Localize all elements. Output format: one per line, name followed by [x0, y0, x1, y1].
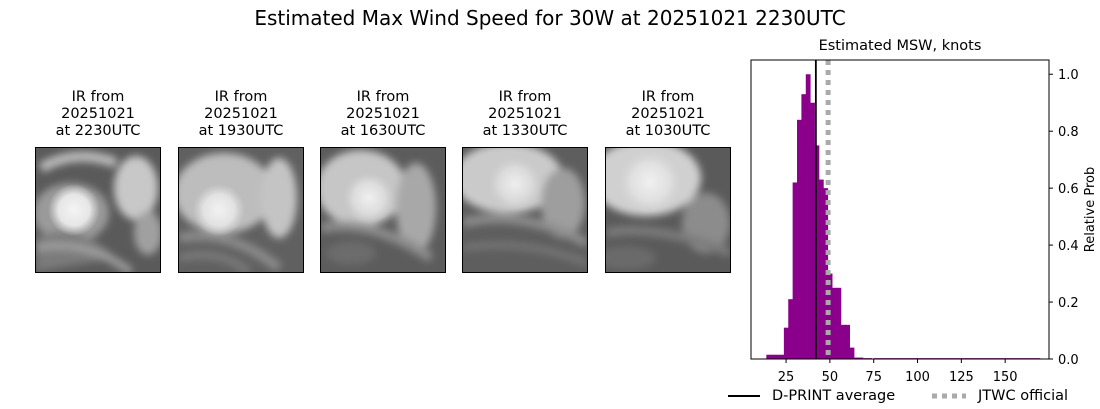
- histogram-bar: [845, 324, 851, 359]
- x-axis-ticks: 25 50 75 100 125 150: [778, 359, 1018, 385]
- legend-swatch-solid: [728, 395, 760, 397]
- legend-swatch-dotted: [932, 393, 966, 399]
- ir-panel-2: IR from 20251021 at 1930UTC: [178, 89, 304, 273]
- x-tick-label: 25: [778, 370, 795, 385]
- ir-title-date: 20251021: [631, 106, 705, 122]
- ir-title-date: 20251021: [61, 106, 135, 122]
- ir-title-time: at 1930UTC: [198, 123, 284, 139]
- ir-title-line: IR from: [356, 89, 410, 105]
- histogram-bar: [775, 354, 780, 359]
- chart-title: Estimated MSW, knots: [819, 38, 982, 54]
- ir-satellite-image: [35, 147, 161, 273]
- y-tick-label: 0.8: [1058, 125, 1079, 140]
- y-tick-label: 0.0: [1058, 353, 1079, 368]
- histogram-bar: [766, 354, 772, 359]
- x-tick-label: 150: [993, 370, 1018, 385]
- histogram-bar: [797, 119, 802, 359]
- legend-label: JTWC official: [978, 388, 1069, 404]
- ir-title-line: IR from: [71, 89, 125, 105]
- ir-title-time: at 1630UTC: [340, 123, 426, 139]
- y-axis-label: Relative Prob: [1083, 167, 1098, 252]
- histogram-bar: [801, 94, 807, 360]
- histogram-bar: [832, 287, 837, 359]
- ir-panel-title: IR from 20251021 at 2230UTC: [35, 89, 161, 141]
- ir-title-time: at 2230UTC: [55, 123, 141, 139]
- chart-legend: D-PRINT average JTWC official: [724, 385, 1100, 407]
- ir-panel-title: IR from 20251021 at 1630UTC: [320, 89, 446, 141]
- histogram-bar: [814, 145, 820, 359]
- plot-frame: [750, 59, 1050, 360]
- ir-panel-title: IR from 20251021 at 1030UTC: [605, 89, 731, 141]
- ir-title-date: 20251021: [346, 106, 420, 122]
- ir-panel-3: IR from 20251021 at 1630UTC: [320, 89, 446, 273]
- ir-title-date: 20251021: [204, 106, 278, 122]
- histogram-bars: [766, 74, 1041, 360]
- ir-satellite-image: [178, 147, 304, 273]
- ir-title-date: 20251021: [488, 106, 562, 122]
- ir-title-line: IR from: [214, 89, 268, 105]
- histogram-bar: [853, 357, 859, 359]
- y-tick-label: 0.2: [1058, 296, 1079, 311]
- legend-label: D-PRINT average: [772, 388, 896, 404]
- figure-title: Estimated Max Wind Speed for 30W at 2025…: [254, 6, 846, 30]
- x-tick-label: 100: [905, 370, 930, 385]
- histogram-bar: [827, 273, 833, 359]
- histogram-bar: [836, 287, 842, 359]
- legend-entry-dprint: D-PRINT average: [728, 385, 895, 407]
- y-tick-label: 1.0: [1058, 68, 1079, 83]
- y-tick-label: 0.4: [1058, 239, 1079, 254]
- reference-lines: [814, 60, 831, 359]
- histogram-bar: [788, 299, 794, 359]
- histogram-bar: [783, 327, 789, 359]
- x-tick-label: 50: [822, 370, 839, 385]
- histogram-bar: [810, 102, 815, 359]
- ir-satellite-image: [462, 147, 588, 273]
- histogram-bar: [818, 179, 824, 359]
- legend-entry-jtwc: JTWC official: [932, 385, 1068, 407]
- x-tick-label: 125: [949, 370, 974, 385]
- y-axis-ticks: 0.0 0.2 0.4 0.6 0.8 1.0: [1049, 68, 1079, 368]
- ir-panel-title: IR from 20251021 at 1330UTC: [462, 89, 588, 141]
- ir-panel-4: IR from 20251021 at 1330UTC: [462, 89, 588, 273]
- histogram-bar: [849, 347, 855, 359]
- ir-panel-5: IR from 20251021 at 1030UTC: [605, 89, 731, 273]
- ir-title-line: IR from: [641, 89, 695, 105]
- ir-satellite-image: [320, 147, 446, 273]
- histogram-bar: [805, 74, 811, 359]
- y-tick-label: 0.6: [1058, 182, 1079, 197]
- ir-title-time: at 1030UTC: [625, 123, 711, 139]
- ir-panel-title: IR from 20251021 at 1930UTC: [178, 89, 304, 141]
- ir-title-time: at 1330UTC: [482, 123, 568, 139]
- ir-satellite-image: [605, 147, 731, 273]
- histogram-bar: [792, 182, 798, 359]
- ir-title-line: IR from: [498, 89, 552, 105]
- histogram-bar: [840, 324, 846, 359]
- x-tick-label: 75: [865, 370, 882, 385]
- ir-panel-1: IR from 20251021 at 2230UTC: [35, 89, 161, 273]
- histogram-bar: [858, 357, 864, 359]
- histogram-bar: [779, 354, 785, 359]
- histogram-bar: [770, 354, 776, 359]
